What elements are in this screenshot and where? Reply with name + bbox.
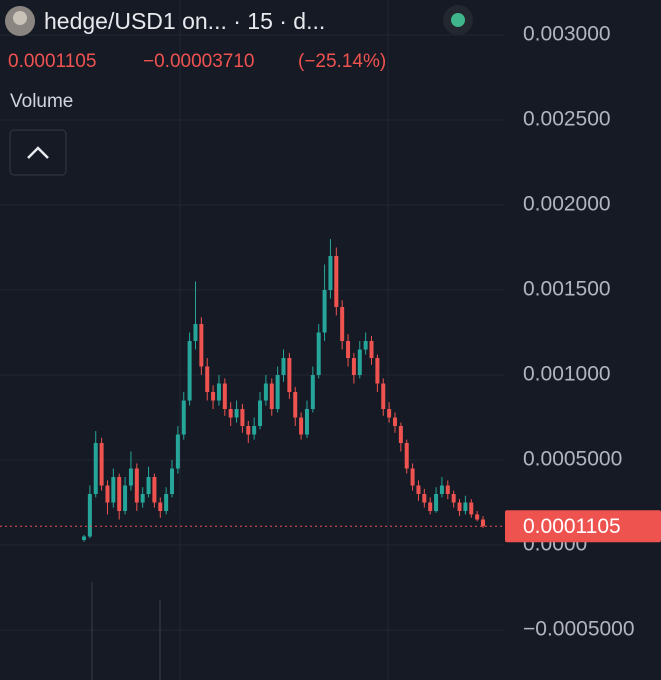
- candle-body: [187, 341, 192, 401]
- y-tick-label: 0.0005000: [523, 448, 622, 471]
- candle-body: [445, 485, 450, 495]
- candle-body: [140, 494, 145, 503]
- candle-body: [146, 477, 151, 495]
- price-change-pct: (−25.14%): [298, 51, 386, 72]
- volume-label: Volume: [10, 91, 73, 112]
- candle-body: [99, 443, 104, 486]
- candle-body: [369, 341, 374, 359]
- candle-body: [111, 477, 116, 503]
- collapse-button[interactable]: [9, 129, 67, 176]
- y-tick-label: 0.001000: [523, 363, 611, 386]
- y-tick-label: 0.002500: [523, 108, 611, 131]
- candle-body: [240, 409, 245, 427]
- candle-body: [340, 307, 345, 342]
- candle-body: [299, 417, 304, 435]
- candle-body: [87, 494, 92, 537]
- candle-body: [316, 332, 321, 376]
- candle-body: [258, 400, 263, 427]
- candle-body: [193, 324, 198, 342]
- candle-body: [346, 341, 351, 359]
- candle-body: [439, 485, 444, 495]
- candle-body: [93, 443, 98, 495]
- overlay: 0.0001105: [0, 510, 661, 543]
- candle-body: [123, 485, 128, 512]
- candle-body: [398, 426, 403, 444]
- y-tick-label: 0.003000: [523, 23, 611, 46]
- candle-body: [463, 502, 468, 512]
- candle-body: [175, 434, 180, 469]
- candle-body: [328, 256, 333, 291]
- candle-body: [304, 409, 309, 435]
- candle-body: [387, 409, 392, 418]
- candle-body: [152, 477, 157, 503]
- candle-body: [117, 477, 122, 512]
- candle-body: [469, 502, 474, 515]
- last-price-tag-label: 0.0001105: [523, 515, 621, 538]
- candle-body: [428, 502, 433, 512]
- candle-body: [434, 494, 439, 512]
- grid: [0, 34, 505, 631]
- candle-body: [481, 519, 485, 527]
- candle-body: [287, 358, 292, 393]
- avatar-detail: [13, 11, 27, 25]
- candle-body: [334, 256, 339, 308]
- y-tick-label: −0.0005000: [523, 618, 635, 641]
- candle-body: [351, 358, 356, 376]
- candle-body: [363, 341, 368, 350]
- candles: [82, 239, 485, 542]
- candle-body: [134, 468, 139, 503]
- price-change: −0.00003710: [143, 51, 254, 72]
- last-price-tag: [505, 510, 661, 543]
- candle-body: [475, 514, 480, 520]
- vertical-grid: [179, 0, 389, 680]
- candle-body: [199, 324, 204, 367]
- candle-body: [234, 409, 239, 418]
- candle-body: [164, 494, 169, 512]
- last-price: 0.0001105: [8, 51, 96, 72]
- candle-body: [105, 485, 110, 503]
- status-dot: [451, 13, 465, 27]
- candle-body: [205, 366, 210, 393]
- candle-body: [275, 375, 280, 410]
- y-tick-label: 0.002000: [523, 193, 611, 216]
- candle-body: [128, 468, 133, 486]
- candle-body: [269, 383, 274, 410]
- candle-body: [263, 383, 268, 401]
- y-tick-label: 0.001500: [523, 278, 611, 301]
- candle-body: [281, 358, 286, 376]
- candle-body: [381, 383, 386, 410]
- candle-body: [310, 375, 315, 410]
- candle-body: [170, 468, 175, 495]
- candle-body: [181, 400, 186, 435]
- candle-body: [416, 485, 421, 495]
- candle-body: [228, 409, 233, 418]
- candle-body: [82, 536, 86, 540]
- candle-body: [404, 443, 409, 469]
- candle-body: [422, 494, 427, 503]
- candle-body: [410, 468, 415, 486]
- candle-body: [216, 383, 221, 401]
- candle-body: [246, 426, 251, 435]
- candle-body: [375, 358, 380, 384]
- candle-body: [293, 392, 298, 418]
- candle-body: [322, 290, 327, 333]
- candle-body: [392, 417, 397, 427]
- collapse-icon: [27, 146, 49, 159]
- candle-body: [158, 502, 163, 512]
- candle-body: [211, 392, 216, 401]
- candle-body: [357, 349, 362, 376]
- symbol-title: hedge/USD1 on... · 15 · d...: [44, 8, 325, 34]
- candle-body: [451, 494, 456, 503]
- candle-body: [457, 502, 462, 512]
- y-axis: 0.003000 0.002500 0.002000 0.001500 0.001000…: [523, 23, 635, 641]
- candle-body: [252, 426, 257, 435]
- candle-body: [222, 383, 227, 410]
